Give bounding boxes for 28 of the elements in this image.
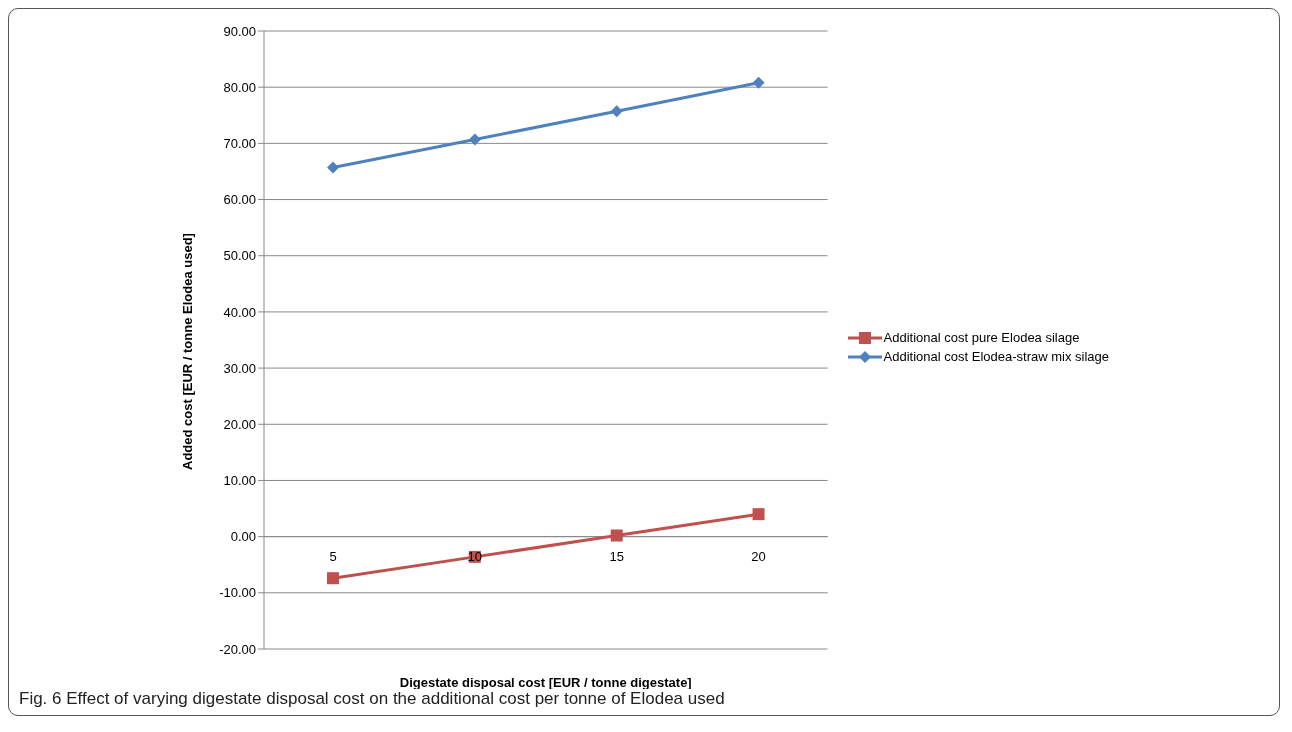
y-tick-label: 80.00 [223, 79, 256, 95]
point [327, 161, 339, 174]
x-tick-label: 5 [329, 548, 337, 564]
y-tick-label: 70.00 [223, 135, 256, 151]
point [468, 133, 481, 146]
point [752, 508, 765, 521]
y-tick-label: 0.00 [230, 529, 256, 545]
text: Fig. 6 Effect of varying digestate disposal cost on the additional cost per tonne of Elodea used [18, 689, 726, 710]
y-tick-label: 40.00 [223, 304, 256, 320]
legend-label: Additional cost pure Elodea silage [883, 330, 1080, 345]
x-tick-label: 15 [609, 548, 624, 564]
y-axis-title: Added cost [EUR / tonne Elodea used] [179, 233, 195, 470]
y-tick-label: 90.00 [223, 23, 256, 39]
point [752, 76, 765, 89]
point [610, 105, 623, 118]
y-tick-label: 30.00 [223, 360, 256, 376]
y-tick-label: 10.00 [223, 473, 256, 489]
legend-label: Additional cost Elodea-straw mix silage [883, 349, 1109, 364]
y-tick-label: -20.00 [219, 641, 256, 657]
y-tick-label: 50.00 [223, 248, 256, 264]
x-axis-title: Digestate disposal cost [EUR / tonne digestate] [399, 675, 692, 690]
x-tick-label: 20 [751, 548, 766, 564]
y-tick-label: 20.00 [223, 416, 256, 432]
point [610, 529, 623, 542]
x-tick-label: 10 [467, 548, 483, 564]
y-tick-label: -10.00 [219, 585, 256, 601]
y-tick-label: 60.00 [223, 192, 256, 208]
point [327, 572, 339, 585]
